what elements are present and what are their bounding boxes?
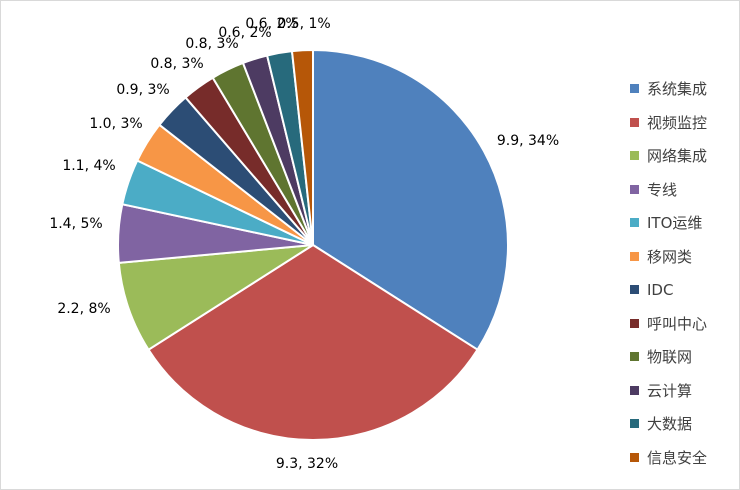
data-label: 1.1, 4% [62, 158, 115, 174]
data-label: 0.8, 3% [185, 36, 238, 52]
legend-item: 物联网 [630, 340, 735, 374]
legend-item: 移网类 [630, 240, 735, 274]
data-label: 0.9, 3% [116, 82, 169, 98]
data-label: 0.8, 3% [150, 56, 203, 72]
data-label: 1.0, 3% [89, 116, 142, 132]
data-label: 9.9, 34% [497, 133, 559, 149]
pie-slice [147, 243, 479, 441]
data-label: 0.6, 2% [218, 25, 271, 41]
legend-swatch [630, 385, 639, 395]
legend-item: ITO运维 [630, 206, 735, 240]
legend-swatch [630, 285, 639, 295]
legend-item: 系统集成 [630, 72, 735, 106]
legend-item: 呼叫中心 [630, 307, 735, 341]
legend-item: 大数据 [630, 407, 735, 441]
legend-swatch [630, 419, 639, 429]
legend-item: 网络集成 [630, 139, 735, 173]
legend-label: 信息安全 [647, 448, 708, 467]
legend-label: 视频监控 [647, 113, 708, 132]
legend-item: IDC [630, 273, 735, 307]
legend-label: 物联网 [647, 348, 693, 367]
legend-swatch [630, 352, 639, 362]
legend-label: 系统集成 [647, 80, 708, 99]
legend-item: 云计算 [630, 374, 735, 408]
data-label: 0.6, 2% [245, 16, 298, 32]
legend-label: 大数据 [647, 415, 693, 434]
legend-item: 视频监控 [630, 106, 735, 140]
pie-slice [290, 48, 314, 246]
legend-swatch [630, 84, 639, 94]
legend-label: 网络集成 [647, 147, 708, 166]
legend-swatch [630, 318, 639, 328]
legend-swatch [630, 184, 639, 194]
legend-label: 云计算 [647, 381, 693, 400]
legend-swatch [630, 218, 639, 228]
legend-swatch [630, 251, 639, 261]
legend-swatch [630, 452, 639, 462]
legend-label: 移网类 [647, 247, 693, 266]
pie-slice [312, 48, 509, 352]
legend-swatch [630, 117, 639, 127]
legend-label: 呼叫中心 [647, 314, 708, 333]
data-label: 1.4, 5% [49, 216, 102, 232]
data-label: 0.5, 1% [277, 16, 330, 32]
data-label: 9.3, 32% [276, 456, 338, 472]
legend-item: 信息安全 [630, 441, 735, 475]
legend-swatch [630, 151, 639, 161]
legend-item: 专线 [630, 173, 735, 207]
legend: 系统集成视频监控网络集成专线 ITO运维移网类 IDC 呼叫中心物联网云计算大数据信息… [630, 72, 735, 474]
legend-label: IDC [647, 280, 674, 299]
legend-label: 专线 [647, 180, 678, 199]
data-label: 2.2, 8% [57, 301, 110, 317]
legend-label: ITO运维 [647, 214, 703, 233]
